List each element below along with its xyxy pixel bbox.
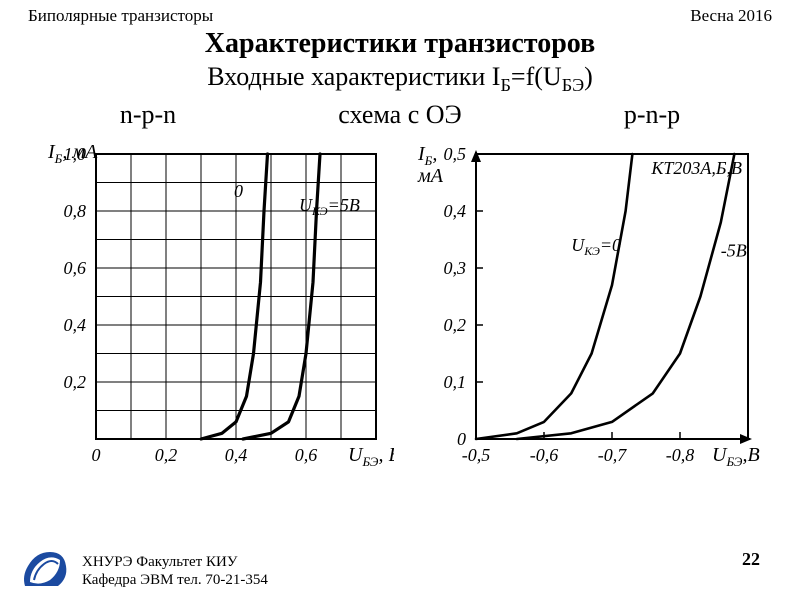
svg-text:0,3: 0,3 [444, 258, 467, 278]
svg-text:0,1: 0,1 [444, 372, 467, 392]
label-scheme: схема с ОЭ [256, 100, 544, 130]
footer-line-2: Кафедра ЭВМ тел. 70-21-354 [82, 571, 268, 590]
svg-text:0,5: 0,5 [444, 144, 467, 164]
label-pnp: p-n-p [544, 100, 760, 130]
svg-text:-0,6: -0,6 [530, 445, 559, 465]
chart-pnp: -0,5-0,6-0,7-0,800,10,20,30,40,5IБ,мАUБЭ… [406, 136, 766, 471]
svg-text:0: 0 [457, 429, 466, 449]
chart-npn: 00,20,40,60,20,40,60,81,0IБ, мАUБЭ, В0UК… [34, 136, 394, 471]
svg-text:0,4: 0,4 [444, 201, 467, 221]
svg-text:0,2: 0,2 [64, 372, 87, 392]
svg-text:0,6: 0,6 [64, 258, 87, 278]
subtitle-part: ) [584, 62, 593, 91]
label-npn: n-p-n [40, 100, 256, 130]
svg-text:-0,8: -0,8 [666, 445, 695, 465]
svg-text:-5В: -5В [721, 241, 747, 261]
subtitle-sub: БЭ [562, 75, 584, 95]
header-right: Весна 2016 [690, 6, 772, 26]
subtitle-part: Входные характеристики I [207, 62, 500, 91]
subtitle-sub: Б [500, 75, 510, 95]
svg-text:UБЭ,В: UБЭ,В [712, 444, 760, 469]
svg-text:0,6: 0,6 [295, 445, 318, 465]
page-title: Характеристики транзисторов [0, 28, 800, 60]
svg-text:0: 0 [234, 181, 243, 201]
svg-text:0,2: 0,2 [444, 315, 467, 335]
page-subtitle: Входные характеристики IБ=f(UБЭ) [0, 62, 800, 96]
footer-text: ХНУРЭ Факультет КИУ Кафедра ЭВМ тел. 70-… [82, 553, 268, 591]
svg-text:0,4: 0,4 [225, 445, 248, 465]
svg-text:0,8: 0,8 [64, 201, 87, 221]
header-left: Биполярные транзисторы [28, 6, 213, 26]
svg-text:UКЭ=0: UКЭ=0 [571, 235, 621, 258]
logo-icon [20, 546, 70, 590]
svg-text:-0,7: -0,7 [598, 445, 627, 465]
svg-text:IБ, мА: IБ, мА [47, 141, 98, 166]
svg-text:мА: мА [417, 165, 444, 187]
svg-text:0,2: 0,2 [155, 445, 178, 465]
column-labels: n-p-n схема с ОЭ p-n-p [0, 100, 800, 130]
svg-text:КТ203А,Б,В: КТ203А,Б,В [650, 158, 742, 178]
svg-text:-0,5: -0,5 [462, 445, 491, 465]
footer-line-1: ХНУРЭ Факультет КИУ [82, 553, 268, 572]
subtitle-part: =f(U [511, 62, 562, 91]
svg-text:0: 0 [92, 445, 101, 465]
svg-text:UБЭ, В: UБЭ, В [348, 444, 394, 469]
svg-text:0,4: 0,4 [64, 315, 87, 335]
svg-text:UКЭ=5В: UКЭ=5В [299, 195, 360, 218]
